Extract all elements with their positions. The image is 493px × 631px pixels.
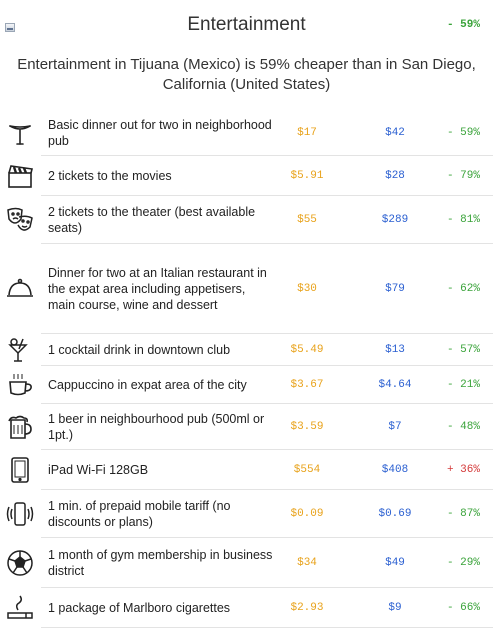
price-tijuana: $0.09: [290, 508, 324, 520]
item-label: Dinner for two at an Italian restaurant …: [41, 244, 273, 334]
section-header: Entertainment - 59%: [0, 0, 493, 50]
price-san-diego: $42: [385, 127, 405, 139]
tablet-icon: [0, 450, 40, 490]
row-divider: [273, 333, 493, 334]
price-tijuana: $5.91: [290, 170, 324, 182]
row-divider: [273, 537, 493, 538]
price-row: 2 tickets to the theater (best available…: [0, 196, 493, 244]
price-san-diego: $49: [385, 557, 405, 569]
item-label: iPad Wi-Fi 128GB: [41, 450, 273, 490]
row-divider: [273, 155, 493, 156]
item-label: 2 tickets to the movies: [41, 156, 273, 196]
soccer-ball-icon: [0, 538, 40, 588]
price-difference: - 66%: [446, 602, 480, 614]
section-title: Entertainment: [187, 14, 306, 35]
price-difference: - 79%: [446, 170, 480, 182]
price-tijuana: $34: [297, 557, 317, 569]
row-divider: [273, 403, 493, 404]
row-divider: [273, 195, 493, 196]
price-tijuana: $3.67: [290, 379, 324, 391]
item-label: Basic dinner out for two in neighborhood…: [41, 110, 273, 156]
price-san-diego: $79: [385, 283, 405, 295]
price-difference: - 62%: [446, 283, 480, 295]
price-san-diego: $289: [381, 214, 409, 226]
price-row: Dinner for two at an Italian restaurant …: [0, 244, 493, 334]
item-label: 1 min. of prepaid mobile tariff (no disc…: [41, 490, 273, 538]
price-difference: + 36%: [446, 464, 480, 476]
price-san-diego: $13: [385, 344, 405, 356]
price-row: 1 min. of prepaid mobile tariff (no disc…: [0, 490, 493, 538]
price-san-diego: $4.64: [378, 379, 412, 391]
collapse-toggle-icon[interactable]: [5, 23, 15, 32]
item-label: Cappuccino in expat area of the city: [41, 366, 273, 404]
row-divider: [273, 365, 493, 366]
price-san-diego: $28: [385, 170, 405, 182]
item-label: 2 tickets to the theater (best available…: [41, 196, 273, 244]
item-label: 1 package of Marlboro cigarettes: [41, 588, 273, 628]
price-san-diego: $408: [381, 464, 409, 476]
sausage-fork-icon: [0, 110, 40, 156]
price-tijuana: $55: [297, 214, 317, 226]
price-row: iPad Wi-Fi 128GB $554 $408 + 36%: [0, 450, 493, 490]
price-tijuana: $5.49: [290, 344, 324, 356]
row-divider: [273, 449, 493, 450]
beer-mug-icon: [0, 404, 40, 450]
price-tijuana: $554: [293, 464, 321, 476]
price-difference: - 48%: [446, 421, 480, 433]
price-tijuana: $30: [297, 283, 317, 295]
cloche-icon: [0, 244, 40, 334]
price-row: Cappuccino in expat area of the city $3.6…: [0, 366, 493, 404]
price-row: 2 tickets to the movies $5.91 $28 - 79%: [0, 156, 493, 196]
comparison-summary: Entertainment in Tijuana (Mexico) is 59%…: [17, 56, 476, 93]
section-percent: - 59%: [446, 19, 480, 31]
cocktail-icon: [0, 334, 40, 366]
row-divider: [273, 489, 493, 490]
coffee-cup-icon: [0, 366, 40, 404]
price-row: Basic dinner out for two in neighborhood…: [0, 110, 493, 156]
price-row: 1 month of gym membership in business di…: [0, 538, 493, 588]
row-divider: [273, 627, 493, 628]
price-difference: - 87%: [446, 508, 480, 520]
item-label: 1 cocktail drink in downtown club: [41, 334, 273, 366]
mobile-phone-icon: [0, 490, 40, 538]
price-row: 1 package of Marlboro cigarettes $2.93 $9 -…: [0, 588, 493, 628]
price-row: 1 beer in neighbourhood pub (500ml or 1p…: [0, 404, 493, 450]
price-row: 1 cocktail drink in downtown club $5.49 $1…: [0, 334, 493, 366]
item-label: 1 beer in neighbourhood pub (500ml or 1p…: [41, 404, 273, 450]
price-tijuana: $3.59: [290, 421, 324, 433]
price-difference: - 57%: [446, 344, 480, 356]
price-tijuana: $17: [297, 127, 317, 139]
price-difference: - 21%: [446, 379, 480, 391]
clapperboard-icon: [0, 156, 40, 196]
price-difference: - 59%: [446, 127, 480, 139]
price-difference: - 81%: [446, 214, 480, 226]
price-difference: - 29%: [446, 557, 480, 569]
price-san-diego: $7: [388, 421, 402, 433]
price-san-diego: $9: [388, 602, 402, 614]
item-label: 1 month of gym membership in business di…: [41, 538, 273, 588]
cigarette-icon: [0, 588, 40, 628]
theater-masks-icon: [0, 196, 40, 244]
price-tijuana: $2.93: [290, 602, 324, 614]
row-divider: [273, 243, 493, 244]
price-list: Basic dinner out for two in neighborhood…: [0, 110, 493, 628]
row-divider: [273, 587, 493, 588]
price-san-diego: $0.69: [378, 508, 412, 520]
